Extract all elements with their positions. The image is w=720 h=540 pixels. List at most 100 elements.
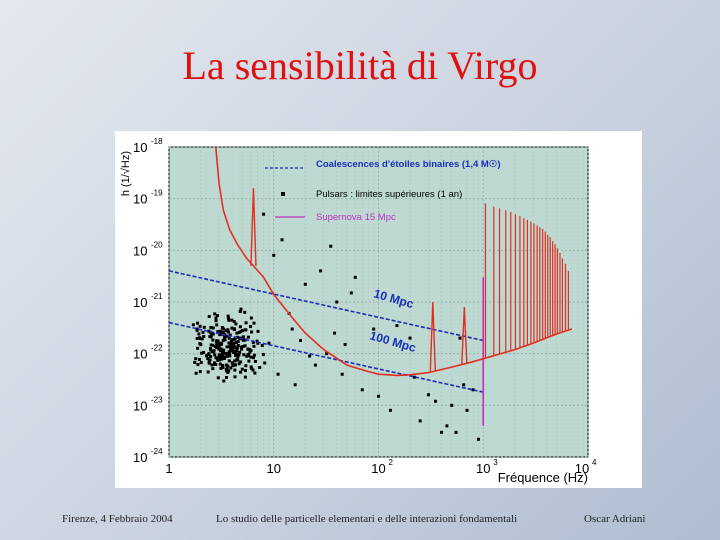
pulsar-point [210, 363, 214, 367]
pulsar-point [226, 330, 230, 334]
pulsar-point [243, 310, 247, 314]
y-tick-label-exponent: -19 [151, 189, 163, 198]
pulsar-point [433, 399, 437, 403]
pulsar-point [247, 354, 251, 358]
pulsar-point [246, 335, 250, 339]
pulsar-point [237, 362, 241, 366]
pulsar-point [249, 316, 253, 320]
footer-place-date: Firenze, 4 Febbraio 2004 [62, 513, 173, 525]
pulsar-point [221, 366, 225, 370]
pulsar-point [377, 394, 380, 398]
pulsar-point [227, 369, 231, 373]
y-tick-label-exponent: -18 [151, 137, 163, 146]
pulsar-point [195, 327, 199, 331]
pulsar-point [230, 346, 234, 350]
pulsar-point [238, 325, 242, 329]
pulsar-point [215, 323, 219, 327]
pulsar-point [238, 310, 242, 314]
pulsar-point [251, 368, 255, 372]
pulsar-point [202, 325, 206, 329]
pulsar-point [212, 350, 216, 354]
legend-entry-label: Coalescences d'étoiles binaires (1,4 M☉) [316, 159, 501, 170]
sensitivity-curve [215, 146, 573, 377]
pulsar-point [262, 212, 266, 216]
y-tick-label: 10 [133, 140, 147, 155]
pulsar-point [476, 437, 480, 441]
pulsar-point [236, 340, 240, 344]
x-tick-label: 10 [267, 461, 281, 476]
pulsar-point [233, 368, 237, 372]
pulsar-point [253, 360, 257, 364]
pulsar-point [445, 424, 449, 428]
pulsar-point [217, 344, 221, 348]
pulsar-point [218, 333, 222, 337]
pulsar-point [198, 336, 202, 340]
pulsar-point [207, 361, 211, 365]
x-tick-label-exponent: 4 [592, 458, 597, 467]
pulsar-point [256, 329, 260, 333]
pulsar-point [232, 328, 236, 332]
pulsar-point [243, 344, 247, 348]
pulsar-point [219, 366, 223, 370]
pulsar-point [332, 331, 336, 335]
pulsar-point [211, 367, 215, 371]
y-tick-label: 10 [133, 398, 147, 413]
pulsar-point [219, 342, 223, 346]
pulsar-point [237, 330, 241, 334]
pulsar-point [225, 354, 229, 358]
pulsar-point [261, 353, 265, 357]
pulsar-point [226, 316, 230, 320]
pulsar-point [214, 356, 218, 360]
pulsar-point [229, 366, 233, 370]
pulsar-point [225, 334, 229, 338]
pulsar-point [319, 269, 323, 273]
pulsar-point [209, 343, 213, 347]
pulsar-point [234, 340, 238, 344]
pulsar-point [256, 341, 260, 345]
pulsar-point [353, 275, 357, 279]
pulsar-point [217, 355, 221, 359]
pulsar-point [222, 379, 226, 383]
pulsar-point [395, 324, 399, 328]
pulsar-point [206, 370, 210, 374]
pulsar-point [217, 353, 221, 357]
pulsar-point [191, 323, 195, 327]
pulsar-point [202, 350, 206, 354]
pulsar-point [233, 359, 237, 363]
pulsar-point [209, 355, 213, 359]
pulsar-point [231, 348, 235, 352]
y-tick-label: 10 [133, 243, 147, 258]
pulsar-point [216, 330, 220, 334]
pulsar-point [196, 363, 200, 367]
pulsar-point [220, 354, 224, 358]
pulsar-point [247, 359, 251, 363]
y-tick-label: 10 [133, 450, 147, 465]
pulsar-point [335, 300, 339, 304]
y-tick-label-exponent: -20 [151, 240, 163, 249]
pulsar-point [230, 326, 234, 330]
pulsar-point [233, 351, 237, 355]
pulsar-point [214, 319, 218, 323]
pulsar-point [217, 341, 221, 345]
pulsar-point [236, 358, 240, 362]
pulsar-point [228, 354, 232, 358]
pulsar-point [280, 238, 284, 242]
pulsar-point [225, 345, 229, 349]
pulsar-point [221, 338, 225, 342]
pulsar-point [226, 371, 230, 375]
pulsar-point [308, 354, 312, 358]
pulsar-point [216, 314, 220, 318]
pulsar-point [234, 322, 238, 326]
pulsar-point [213, 361, 217, 365]
pulsar-point [218, 358, 222, 362]
pulsar-point [216, 376, 220, 380]
resonance-peak [461, 306, 468, 364]
pulsar-point [213, 353, 217, 357]
pulsar-point [298, 338, 302, 342]
pulsar-point [224, 375, 228, 379]
pulsar-point [235, 331, 239, 335]
pulsar-point [202, 335, 206, 339]
y-tick-label-exponent: -21 [151, 292, 163, 301]
pulsar-point [267, 341, 271, 345]
pulsar-point [194, 371, 198, 375]
